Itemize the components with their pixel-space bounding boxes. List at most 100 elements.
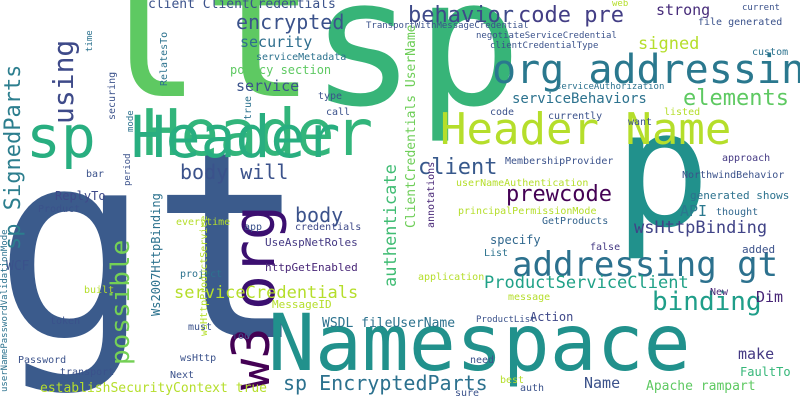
- word-currently: currently: [548, 111, 603, 122]
- word-gt: gt: [0, 97, 308, 399]
- word-auth: auth: [520, 383, 545, 394]
- word-transportwithmessagecredential: TransportWithMessageCredential: [366, 21, 529, 31]
- word-sp: sp: [310, 0, 522, 146]
- word-addressing-gt: addressing gt: [512, 245, 779, 285]
- word-time: time: [85, 30, 95, 52]
- word-mode: mode: [126, 110, 136, 132]
- word-code-pre: code pre: [518, 3, 624, 28]
- word-period: period: [123, 153, 133, 186]
- word-productserviceclient: ProductServiceClient: [484, 273, 689, 293]
- word-app: app: [244, 222, 263, 233]
- word-annotations: annotations: [426, 161, 437, 228]
- word-productlist: ProductList: [476, 315, 536, 325]
- word-elements: elements: [683, 86, 789, 111]
- word-ws2007httpbinding: Ws2007HttpBinding: [149, 193, 163, 316]
- word-service: service: [236, 77, 300, 95]
- word-signed: signed: [638, 34, 700, 54]
- word-web: web: [612, 0, 629, 9]
- word-lt: lt: [88, 0, 317, 141]
- word-messageid: MessageID: [272, 298, 332, 311]
- word-bar: bar: [86, 169, 105, 180]
- word-p: p: [614, 76, 711, 263]
- word-binding: binding: [652, 287, 762, 317]
- word-credentials: credentials: [295, 222, 362, 233]
- word-useaspnetroles: UseAspNetRoles: [265, 236, 358, 249]
- word-specify: specify: [490, 233, 541, 247]
- word-authenticate: authenticate: [381, 164, 401, 287]
- word-sp-header: sp Header: [26, 103, 341, 171]
- word-project: project: [180, 269, 223, 280]
- word-listed: listed: [664, 107, 701, 118]
- word-getproducts: GetProducts: [542, 216, 609, 227]
- word-false: false: [590, 242, 621, 253]
- word-current: current: [742, 3, 780, 13]
- word-negotiateservicecredential: negotiateServiceCredential: [476, 31, 617, 41]
- word-policy-section: policy section: [230, 63, 332, 77]
- word-file-generated: file generated: [698, 17, 783, 28]
- word-built: built: [84, 285, 115, 296]
- word-type: type: [318, 91, 343, 102]
- word-want: want: [628, 117, 653, 128]
- word-org-addressing: org addressing: [492, 47, 800, 93]
- word-sp-encryptedparts: sp EncryptedParts: [283, 371, 488, 395]
- word-securing: securing: [107, 71, 118, 120]
- word-namespace: Namespace: [268, 299, 691, 389]
- word-servicecredentials: serviceCredentials: [174, 283, 359, 303]
- word-security: security: [240, 33, 313, 51]
- word-new: New: [710, 287, 729, 298]
- word-transport: transport: [60, 367, 115, 378]
- word-behavior: behavior: [408, 3, 514, 28]
- word-api: API: [680, 202, 708, 220]
- word-servicebehaviors: serviceBehaviors: [512, 91, 647, 107]
- word-token: token: [50, 316, 81, 327]
- word-body-will: body will: [180, 160, 289, 184]
- word-httpgetenabled: httpGetEnabled: [265, 261, 358, 274]
- word-list: List: [484, 248, 509, 259]
- word-principalpermissionmode: principalPermissionMode: [458, 206, 597, 217]
- word-true: true: [243, 95, 254, 120]
- word-usernameauthentication: userNameAuthentication: [456, 178, 589, 189]
- word-added: added: [742, 243, 776, 256]
- word-approach: approach: [722, 153, 771, 164]
- word-dim: Dim: [756, 288, 784, 306]
- word-usernamepasswordvalidationmode: userNamePasswordValidationMode: [0, 229, 10, 392]
- word-thought: thought: [716, 207, 759, 218]
- word-generated-shows: generated shows: [690, 189, 790, 202]
- word-product: Product: [38, 204, 81, 215]
- word-client: client: [418, 155, 498, 180]
- word-name: Name: [584, 374, 621, 392]
- word-encrypted: encrypted: [236, 10, 345, 34]
- word-need: need: [470, 355, 495, 366]
- word-application: application: [418, 272, 485, 283]
- word-serviceauthorization: serviceAuthorization: [556, 82, 665, 92]
- word-wshttpbinding: wsHttpBinding: [634, 218, 768, 238]
- word-strong: strong: [656, 1, 711, 19]
- word-everytime: everytime: [176, 217, 231, 228]
- word-best: best: [500, 375, 525, 386]
- word-make: make: [738, 345, 775, 363]
- word-clientcredentials-username: ClientCredentials UserName: [404, 24, 419, 229]
- word-using: using: [47, 39, 80, 124]
- word-servicemetadata: serviceMetadata: [256, 52, 347, 63]
- word-client-clientcredentials: client ClientCredentials: [148, 0, 336, 12]
- word-header: Header: [142, 97, 374, 171]
- word-relatesto: RelatesTo: [159, 31, 170, 86]
- word-sp-signedparts: sp SignedParts: [1, 64, 26, 250]
- word-clientcredentialtype: clientCredentialType: [490, 41, 599, 51]
- word-sure: sure: [455, 388, 480, 399]
- word-foo: foo: [232, 331, 251, 342]
- word-northwindbehavior: NorthwindBehavior: [682, 170, 785, 181]
- word-prewcode: prewcode: [506, 182, 612, 207]
- word-apache-rampart: Apache rampart: [646, 379, 756, 394]
- word-next: Next: [170, 370, 195, 381]
- word-wsdl-fileusername: WSDL fileUserName: [322, 316, 456, 331]
- word-message: message: [508, 292, 551, 303]
- word-faultto: FaultTo: [740, 365, 791, 379]
- word-possible: possible: [106, 239, 136, 365]
- word-code: code: [490, 107, 515, 118]
- word-must: must: [188, 322, 213, 333]
- word-call: call: [326, 107, 351, 118]
- word-wshttp: wsHttp: [180, 353, 217, 364]
- word-action: Action: [530, 310, 574, 324]
